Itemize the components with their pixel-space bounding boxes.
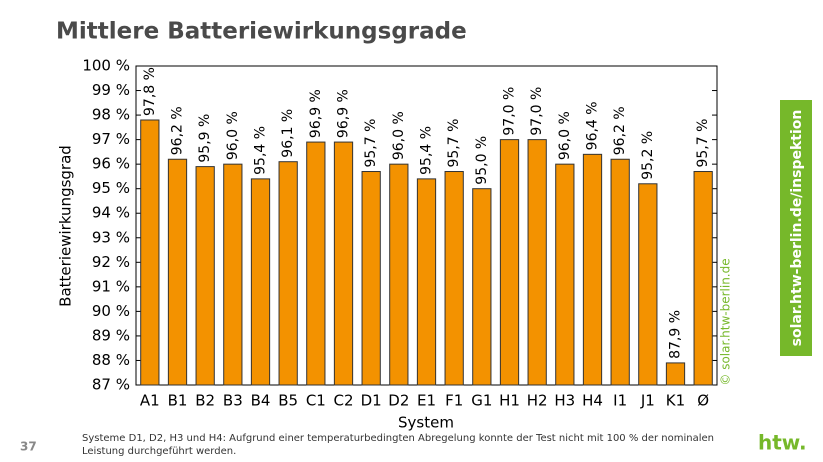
y-tick-label: 99 % xyxy=(92,81,130,99)
x-tick-label: D2 xyxy=(388,392,409,410)
bar xyxy=(333,141,354,386)
side-box xyxy=(780,100,812,356)
x-tick-label: G1 xyxy=(471,392,492,410)
value-label: 95,4 % xyxy=(253,126,269,175)
bar xyxy=(306,141,326,386)
y-tick-label: 92 % xyxy=(92,253,130,271)
x-tick-label: H3 xyxy=(554,392,575,410)
page-number: 37 xyxy=(20,440,37,454)
footnote: Systeme D1, D2, H3 und H4: Aufgrund eine… xyxy=(82,433,714,444)
x-tick-label: B5 xyxy=(278,392,298,410)
bar xyxy=(361,171,381,386)
x-tick-label: A1 xyxy=(140,392,160,410)
side-link: solar.htw-berlin.de/inspektion xyxy=(789,110,805,347)
value-label: 96,1 % xyxy=(280,109,296,158)
value-label: 95,7 % xyxy=(446,119,462,168)
x-tick-label: H4 xyxy=(582,392,603,410)
value-label: 96,0 % xyxy=(391,111,407,160)
x-tick-label: Ø xyxy=(697,392,709,410)
value-label: 96,0 % xyxy=(225,111,241,160)
x-tick-label: E1 xyxy=(417,392,436,410)
value-label: 97,0 % xyxy=(502,87,518,136)
watermark: © solar.htw-berlin.de xyxy=(719,258,733,385)
bar xyxy=(167,158,188,386)
value-label: 87,9 % xyxy=(668,310,684,359)
bar xyxy=(195,166,215,386)
y-tick-label: 87 % xyxy=(92,376,130,394)
value-label: 96,4 % xyxy=(585,101,601,150)
value-label: 95,4 % xyxy=(419,126,435,175)
x-tick-label: B2 xyxy=(195,392,215,410)
bar xyxy=(582,153,603,386)
value-label: 96,2 % xyxy=(170,106,186,155)
value-label: 96,2 % xyxy=(612,106,628,155)
value-label: 95,7 % xyxy=(695,119,711,168)
value-label: 97,8 % xyxy=(142,67,158,116)
bar xyxy=(278,161,298,386)
bar xyxy=(416,178,437,386)
y-tick-label: 89 % xyxy=(92,326,130,344)
y-tick-label: 95 % xyxy=(92,179,130,197)
x-tick-label: D1 xyxy=(361,392,382,410)
bar xyxy=(527,139,547,386)
bar xyxy=(610,158,630,386)
y-tick-label: 90 % xyxy=(92,302,130,320)
value-label: 95,9 % xyxy=(197,114,213,163)
y-tick-label: 96 % xyxy=(92,155,130,173)
bar xyxy=(223,163,243,386)
value-label: 96,9 % xyxy=(336,89,352,138)
value-label: 95,2 % xyxy=(640,131,656,180)
bar xyxy=(140,119,160,386)
x-tick-label: B1 xyxy=(168,392,188,410)
x-tick-label: K1 xyxy=(666,392,685,410)
y-tick-label: 91 % xyxy=(92,277,130,295)
value-label: 96,9 % xyxy=(308,89,324,138)
y-tick-label: 94 % xyxy=(92,204,130,222)
y-tick-label: 97 % xyxy=(92,130,130,148)
x-tick-label: J1 xyxy=(640,392,655,410)
bar xyxy=(665,362,686,386)
bar xyxy=(693,171,713,386)
x-tick-label: C2 xyxy=(333,392,353,410)
x-tick-label: H1 xyxy=(499,392,520,410)
value-label: 96,0 % xyxy=(557,111,573,160)
x-tick-label: I1 xyxy=(613,392,627,410)
bar xyxy=(555,163,575,386)
y-tick-label: 88 % xyxy=(92,351,130,369)
y-axis-label: Batteriewirkungsgrad xyxy=(57,145,75,307)
x-tick-label: H2 xyxy=(527,392,548,410)
bar xyxy=(638,183,658,386)
bar xyxy=(472,188,492,386)
x-tick-label: C1 xyxy=(306,392,326,410)
x-tick-label: F1 xyxy=(445,392,463,410)
bar xyxy=(499,139,520,386)
value-label: 95,7 % xyxy=(363,119,379,168)
logo: htw. xyxy=(758,431,807,455)
y-tick-label: 98 % xyxy=(92,106,130,124)
y-tick-label: 100 % xyxy=(82,57,130,75)
value-label: 95,0 % xyxy=(474,136,490,185)
value-label: 97,0 % xyxy=(529,87,545,136)
bar xyxy=(444,171,464,386)
chart-title: Mittlere Batteriewirkungsgrade xyxy=(56,19,467,45)
x-tick-label: B3 xyxy=(223,392,243,410)
bar xyxy=(389,163,409,386)
x-tick-label: B4 xyxy=(251,392,271,410)
footnote: Leistung durchgeführt werden. xyxy=(82,446,236,457)
x-axis-label: System xyxy=(398,414,454,432)
y-tick-label: 93 % xyxy=(92,228,130,246)
bar xyxy=(250,178,271,386)
